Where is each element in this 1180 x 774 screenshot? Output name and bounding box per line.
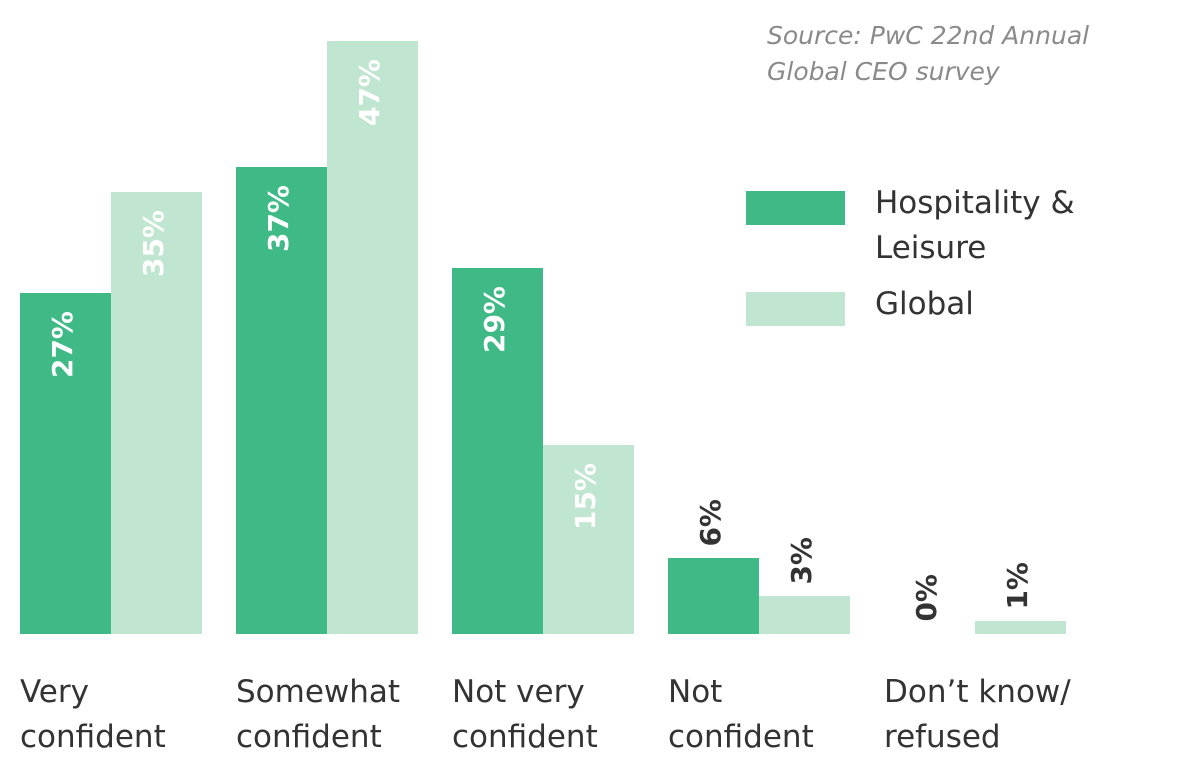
x-tick-label: Very confident (20, 674, 166, 755)
bar (327, 41, 418, 634)
bar (452, 268, 543, 634)
value-label: 1% (1000, 561, 1034, 610)
bar (543, 444, 634, 634)
value-label: 47% (352, 59, 386, 127)
source-note: Source: PwC 22nd Annual Global CEO surve… (767, 21, 1090, 86)
value-label: 3% (784, 536, 818, 585)
bar (668, 558, 759, 634)
legend-label: Hospitality & Leisure (875, 185, 1075, 266)
x-tick-label: Don’t know/ refused (884, 674, 1071, 755)
legend-label: Global (875, 286, 974, 322)
value-label: 6% (693, 498, 727, 547)
legend-swatch (746, 292, 845, 326)
value-label: 37% (261, 185, 295, 253)
value-label: 0% (909, 574, 943, 622)
legend-swatch (746, 191, 845, 225)
value-label: 35% (136, 210, 170, 278)
value-label: 27% (45, 311, 79, 379)
bar (20, 293, 111, 634)
bar (236, 167, 327, 634)
bar (975, 621, 1066, 634)
value-label: 15% (568, 462, 602, 530)
x-tick-label: Not confident (668, 674, 814, 755)
x-tick-label: Somewhat confident (236, 674, 401, 755)
bar (111, 192, 202, 634)
x-tick-label: Not very confident (452, 674, 598, 755)
value-label: 29% (477, 286, 511, 354)
bar (759, 596, 850, 634)
